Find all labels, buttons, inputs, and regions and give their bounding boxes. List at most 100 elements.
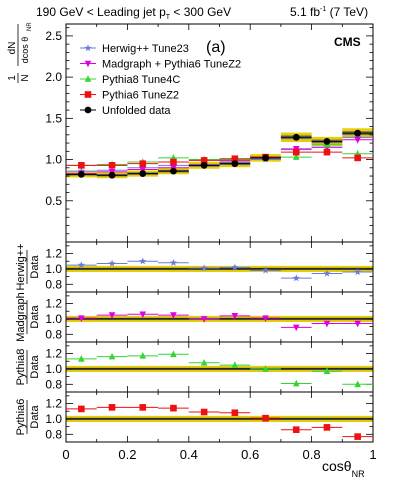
- point-data: [292, 133, 300, 141]
- y-tick-label: 2.0: [45, 70, 62, 84]
- ylabel-nr: NR: [27, 22, 33, 31]
- legend-entry: Pythia8 Tune4C: [102, 74, 180, 86]
- header-left-post: < 300 GeV: [170, 5, 232, 19]
- legend-marker-data: [84, 106, 92, 114]
- point-herwig: [77, 167, 85, 175]
- x-axis-label-main: cosθ: [322, 458, 352, 474]
- ratio-ylabel-top: Herwig++: [15, 243, 27, 290]
- point-pythia6: [231, 409, 239, 417]
- panel-frame: [65, 23, 374, 243]
- header-right-sup: -1: [320, 6, 327, 13]
- y-tick-label: 0.5: [45, 194, 62, 208]
- x-axis-label: cosθNR: [322, 458, 365, 479]
- y-tick-label: 1.5: [45, 111, 62, 125]
- point-pythia6: [200, 157, 208, 164]
- point-pythia6: [354, 154, 361, 162]
- header-left-pre: 190 GeV < Leading jet p: [36, 5, 166, 19]
- y-tick-label: 1.2: [45, 347, 62, 361]
- point-madgraph: [292, 324, 300, 332]
- point-data: [170, 167, 177, 175]
- point-data: [231, 160, 239, 168]
- point-pythia8: [292, 153, 300, 160]
- legend-entry: Unfolded data: [102, 105, 171, 117]
- x-axis-label-sub: NR: [351, 469, 365, 479]
- point-madgraph: [200, 316, 208, 323]
- point-pythia8: [354, 380, 361, 388]
- point-pythia8: [231, 361, 239, 368]
- y-tick-label: 1.0: [45, 412, 62, 426]
- y-tick-label: 1.0: [45, 312, 62, 326]
- point-herwig: [354, 133, 362, 141]
- point-pythia6: [139, 160, 147, 167]
- y-tick-label: 1.2: [45, 247, 62, 261]
- ratio-ylabel-bottom: Data: [29, 255, 41, 279]
- point-madgraph: [231, 313, 239, 320]
- point-pythia6: [170, 158, 177, 166]
- ratio-ylabel-top: Pythia8: [15, 349, 27, 386]
- ratio-ylabel: Pythia8 Data: [15, 349, 41, 386]
- y-tick-label: 1.2: [45, 397, 62, 411]
- y-tick-label: 1.0: [45, 262, 62, 276]
- y-tick-label: 1.0: [45, 153, 62, 167]
- ratio-ylabel-bottom: Data: [29, 355, 41, 379]
- legend-entry: Pythia6 TuneZ2: [102, 90, 179, 102]
- point-pythia8: [292, 379, 300, 387]
- point-pythia6: [108, 162, 116, 169]
- header-left: 190 GeV < Leading jet pT < 300 GeV: [36, 5, 232, 21]
- point-pythia6: [200, 408, 208, 416]
- ratio-ylabel-top: Pythia6: [15, 399, 27, 436]
- point-pythia8: [200, 358, 208, 366]
- panel-tag: (a): [206, 39, 226, 56]
- point-data: [139, 170, 147, 177]
- point-pythia6: [292, 148, 300, 156]
- point-madgraph: [170, 312, 177, 319]
- y-tick-label: 1.2: [45, 297, 62, 311]
- legend-marker-pythia8: [84, 75, 92, 82]
- point-pythia6: [139, 404, 147, 411]
- x-tick-label: 0.4: [180, 447, 198, 462]
- point-madgraph: [108, 312, 116, 319]
- legend-entry: Herwig++ Tune23: [102, 43, 189, 55]
- point-pythia6: [323, 424, 331, 431]
- point-pythia6: [323, 148, 331, 156]
- header-right-pre: 5.1 fb: [290, 5, 321, 19]
- point-herwig: [169, 258, 178, 266]
- y-tick-label: 0.8: [45, 327, 62, 341]
- point-pythia6: [78, 162, 85, 169]
- point-data: [323, 138, 331, 145]
- point-madgraph: [78, 315, 85, 322]
- ratio-ylabel: Herwig++ Data: [15, 243, 41, 290]
- point-pythia8: [139, 352, 147, 359]
- header-right: 5.1 fb-1 (7 TeV): [290, 6, 368, 18]
- point-pythia8: [262, 365, 269, 372]
- main-ylabel: 1 NdN dcos θ NR: [7, 22, 33, 83]
- point-pythia6: [354, 433, 361, 440]
- ylabel-one: 1: [7, 75, 18, 81]
- y-tick-label: 2.5: [45, 29, 62, 43]
- x-tick-label: 1: [369, 447, 376, 462]
- point-herwig: [323, 269, 331, 277]
- point-herwig: [108, 259, 116, 267]
- point-herwig: [231, 263, 239, 271]
- point-herwig: [292, 274, 300, 282]
- point-data: [77, 170, 85, 178]
- point-pythia8: [108, 352, 116, 360]
- point-pythia6: [231, 155, 239, 163]
- legend-marker-madgraph: [84, 60, 92, 68]
- point-herwig: [354, 268, 362, 276]
- point-herwig: [139, 257, 147, 265]
- point-data: [200, 161, 208, 169]
- x-tick-label: 0: [62, 447, 69, 462]
- point-data: [262, 154, 269, 162]
- ylabel-dcos: dcos θ: [20, 37, 30, 64]
- point-madgraph: [139, 166, 147, 174]
- y-tick-label: 1.0: [45, 362, 62, 376]
- header-right-post: (7 TeV): [326, 5, 369, 19]
- ratio-ylabel: Pythia6 Data: [15, 399, 41, 436]
- point-pythia6: [170, 404, 177, 412]
- ratio-ylabel-top: Madgraph: [15, 292, 27, 342]
- y-tick-label: 0.8: [45, 277, 62, 291]
- ratio-ylabel-bottom: Data: [29, 405, 41, 429]
- point-pythia6: [108, 404, 116, 411]
